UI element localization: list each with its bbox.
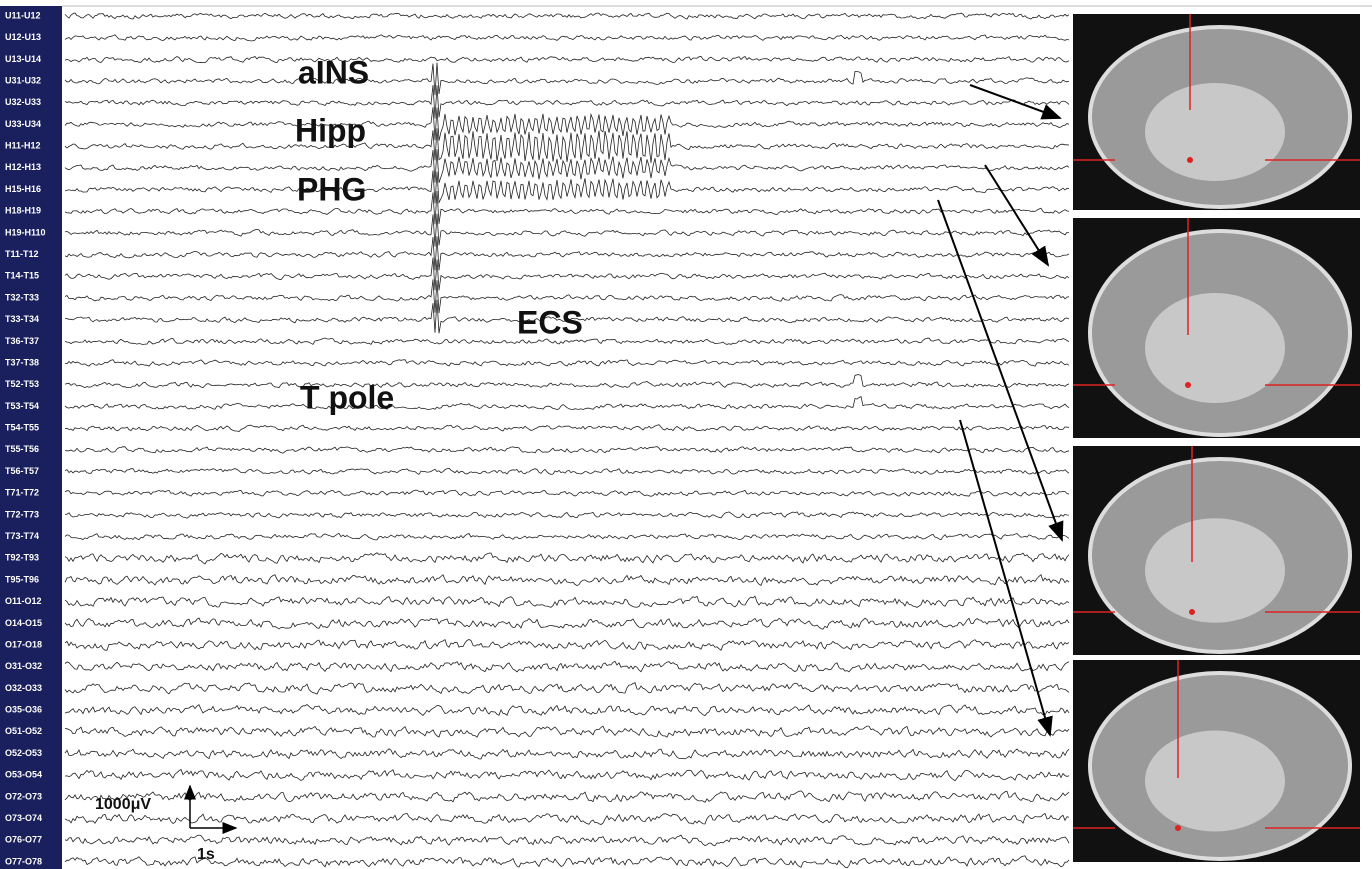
channel-label: T53-T54 <box>5 401 39 411</box>
mri-inner <box>1145 293 1285 403</box>
annotation: T pole <box>300 379 394 415</box>
channel-label: U12-U13 <box>5 32 41 42</box>
channel-label: H11-H12 <box>5 141 41 151</box>
channel-label: U13-U14 <box>5 54 41 64</box>
channel-label: H12-H13 <box>5 162 41 172</box>
channel-label: O11-O12 <box>5 596 42 606</box>
channel-label: U33-U34 <box>5 119 41 129</box>
scale-time: 1s <box>197 846 215 863</box>
channel-label: O35-O36 <box>5 705 42 715</box>
channel-label: T92-T93 <box>5 553 39 563</box>
channel-label: T73-T74 <box>5 531 39 541</box>
channel-label: O76-O77 <box>5 835 42 845</box>
crosshair-center <box>1175 825 1181 831</box>
mri-inner <box>1145 83 1285 181</box>
channel-label: U31-U32 <box>5 75 41 85</box>
channel-label: O77-O78 <box>5 856 42 866</box>
channel-label: O32-O33 <box>5 683 42 693</box>
channel-label: T33-T34 <box>5 314 39 324</box>
annotation: aINS <box>298 54 369 90</box>
channel-label: H15-H16 <box>5 184 41 194</box>
scale-amplitude: 1000μV <box>95 796 151 813</box>
annotation: Hipp <box>295 112 366 148</box>
mri-inner <box>1145 731 1285 832</box>
eeg-figure: U11-U12 U12-U13 U13-U14 U31-U32 U32-U33 U33-U… <box>0 0 1372 869</box>
channel-label: O72-O73 <box>5 791 42 801</box>
channel-label: H19-H110 <box>5 227 46 237</box>
channel-label: O53-O54 <box>5 770 42 780</box>
channel-label: T55-T56 <box>5 444 39 454</box>
crosshair-center <box>1185 382 1191 388</box>
channel-label: T36-T37 <box>5 336 39 346</box>
channel-label: U32-U33 <box>5 97 41 107</box>
channel-label: T52-T53 <box>5 379 39 389</box>
channel-bar <box>0 6 62 869</box>
channel-label: T14-T15 <box>5 271 39 281</box>
annotation: PHG <box>297 171 366 207</box>
channel-label: O31-O32 <box>5 661 42 671</box>
channel-label: T71-T72 <box>5 488 39 498</box>
channel-label: T54-T55 <box>5 423 39 433</box>
channel-label: O17-O18 <box>5 639 42 649</box>
channel-label: H18-H19 <box>5 206 41 216</box>
mri-inner <box>1145 518 1285 623</box>
channel-label: O52-O53 <box>5 748 42 758</box>
crosshair-center <box>1187 157 1193 163</box>
crosshair-center <box>1189 609 1195 615</box>
annotation: ECS <box>517 304 583 340</box>
channel-label: T11-T12 <box>5 249 39 259</box>
channel-label: O14-O15 <box>5 618 42 628</box>
channel-label: O51-O52 <box>5 726 42 736</box>
channel-label: T95-T96 <box>5 574 39 584</box>
channel-label: T72-T73 <box>5 509 39 519</box>
channel-label: T37-T38 <box>5 357 39 367</box>
channel-label: T56-T57 <box>5 466 39 476</box>
channel-label: O73-O74 <box>5 813 42 823</box>
mri-panels <box>1073 14 1360 862</box>
channel-label: U11-U12 <box>5 10 41 20</box>
channel-label: T32-T33 <box>5 292 39 302</box>
